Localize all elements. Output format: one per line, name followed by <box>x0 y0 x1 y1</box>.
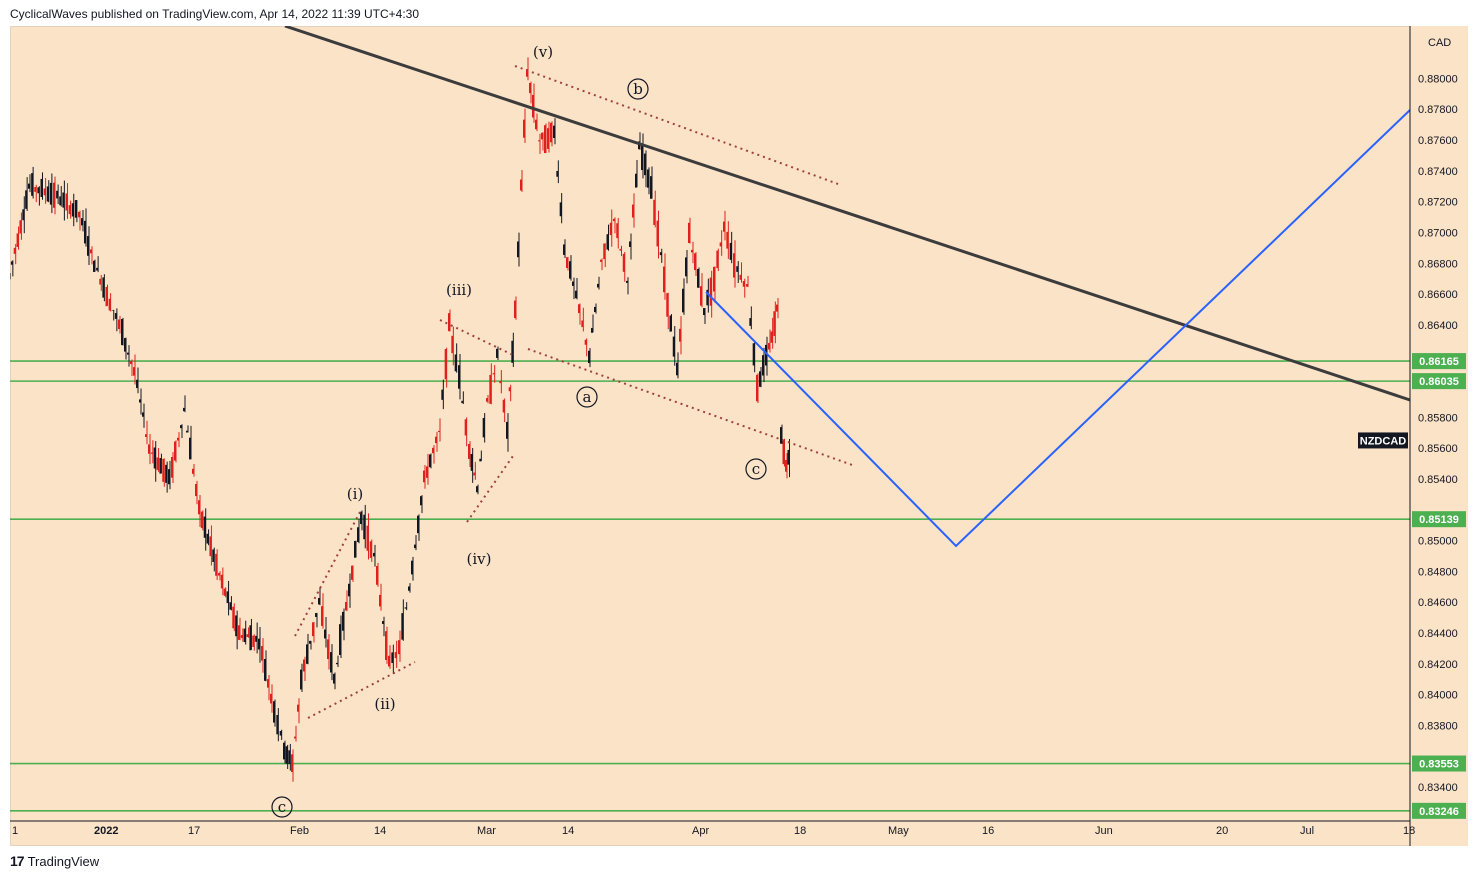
x-tick-label: 18 <box>1403 825 1415 837</box>
plot-layer: (v) b (iii) a c (i) (iv) (ii) c <box>10 26 1411 818</box>
y-tick-label: 0.83800 <box>1418 720 1458 732</box>
wave-label-circle <box>745 458 767 480</box>
x-tick-label: 1 <box>12 825 18 837</box>
x-tick-label: 16 <box>982 825 994 837</box>
y-tick-label: 0.84200 <box>1418 659 1458 671</box>
wave-label-circle <box>576 386 598 408</box>
y-tick-label: 0.87600 <box>1418 135 1458 147</box>
x-tick-label: Jul <box>1300 825 1314 837</box>
level-price-label: 0.83246 <box>1419 806 1459 818</box>
level-price-label: 0.86165 <box>1419 356 1459 368</box>
channel-line <box>514 65 839 185</box>
level-price-label: 0.83553 <box>1419 759 1459 771</box>
tradingview-footer[interactable]: 17 TradingView <box>10 853 99 869</box>
y-tick-label: 0.85000 <box>1418 536 1458 548</box>
y-tick-label: 0.85800 <box>1418 412 1458 424</box>
x-tick-label: 2022 <box>94 825 118 837</box>
x-tick-label: Apr <box>692 825 709 837</box>
y-tick-label: 0.87800 <box>1418 104 1458 116</box>
channel-line <box>439 319 516 357</box>
publisher-caption: CyclicalWaves published on TradingView.c… <box>10 7 420 21</box>
x-tick-label: May <box>888 825 909 837</box>
x-tick-label: 14 <box>562 825 574 837</box>
wave-label: b <box>633 80 643 98</box>
x-tick-label: Feb <box>290 825 309 837</box>
y-tick-label: 0.87200 <box>1418 197 1458 209</box>
y-tick-label: 0.84800 <box>1418 566 1458 578</box>
level-price-tag <box>1412 373 1466 390</box>
y-tick-label: 0.85400 <box>1418 474 1458 486</box>
y-tick-label: 0.87400 <box>1418 166 1458 178</box>
wave-label: (iv) <box>467 550 492 568</box>
descending-trendline <box>284 26 1411 402</box>
y-tick-label: 0.83400 <box>1418 782 1458 794</box>
level-price-label: 0.86035 <box>1419 376 1459 388</box>
y-tick-label: 0.86800 <box>1418 258 1458 270</box>
symbol-tag <box>1358 432 1408 449</box>
y-tick-label: 0.84600 <box>1418 597 1458 609</box>
x-tick-label: 20 <box>1216 825 1228 837</box>
y-tick-label: 0.84000 <box>1418 690 1458 702</box>
level-price-tag <box>1412 755 1466 772</box>
wave-label-circle <box>271 796 293 818</box>
price-chart[interactable]: (v)b(iii)ac(i)(iv)(ii)c 0.880000.878000.… <box>10 26 1468 846</box>
wave-label: (ii) <box>374 695 395 713</box>
y-tick-label: 0.88000 <box>1418 73 1458 85</box>
y-tick-label: 0.85600 <box>1418 443 1458 455</box>
tradingview-logo-icon: 17 <box>10 853 25 869</box>
wave-label: (iii) <box>446 281 472 299</box>
level-price-label: 0.85139 <box>1419 514 1459 526</box>
y-tick-label: 0.86400 <box>1418 320 1458 332</box>
level-price-tag <box>1412 802 1466 819</box>
wave-label: a <box>583 388 592 406</box>
x-tick-label: Jun <box>1095 825 1113 837</box>
wave-label-circle <box>627 78 649 100</box>
axis-layer: 0.88000 0.87800 0.87600 0.87400 0.87200 0.870… <box>10 26 1468 846</box>
wave-label: (i) <box>347 485 364 503</box>
wave-label: (v) <box>533 43 553 61</box>
price-axis <box>1410 26 1468 846</box>
wave-label: c <box>278 798 286 816</box>
channel-line <box>466 455 514 523</box>
tradingview-brand: TradingView <box>27 853 100 869</box>
channel-line <box>527 348 856 467</box>
x-tick-label: 18 <box>794 825 806 837</box>
wave-label: c <box>752 460 760 478</box>
symbol-label: NZDCAD <box>1360 435 1406 447</box>
level-price-tag <box>1412 353 1466 370</box>
x-tick-label: Mar <box>477 825 496 837</box>
channel-line <box>307 661 416 719</box>
level-price-tag <box>1412 511 1466 528</box>
currency-label: CAD <box>1428 37 1451 49</box>
chart-area[interactable] <box>10 26 1468 846</box>
y-tick-label: 0.86600 <box>1418 289 1458 301</box>
x-tick-label: 14 <box>374 825 386 837</box>
projection-path <box>705 109 1411 548</box>
y-tick-label: 0.87000 <box>1418 227 1458 239</box>
y-tick-label: 0.84400 <box>1418 628 1458 640</box>
x-tick-label: 17 <box>188 825 200 837</box>
